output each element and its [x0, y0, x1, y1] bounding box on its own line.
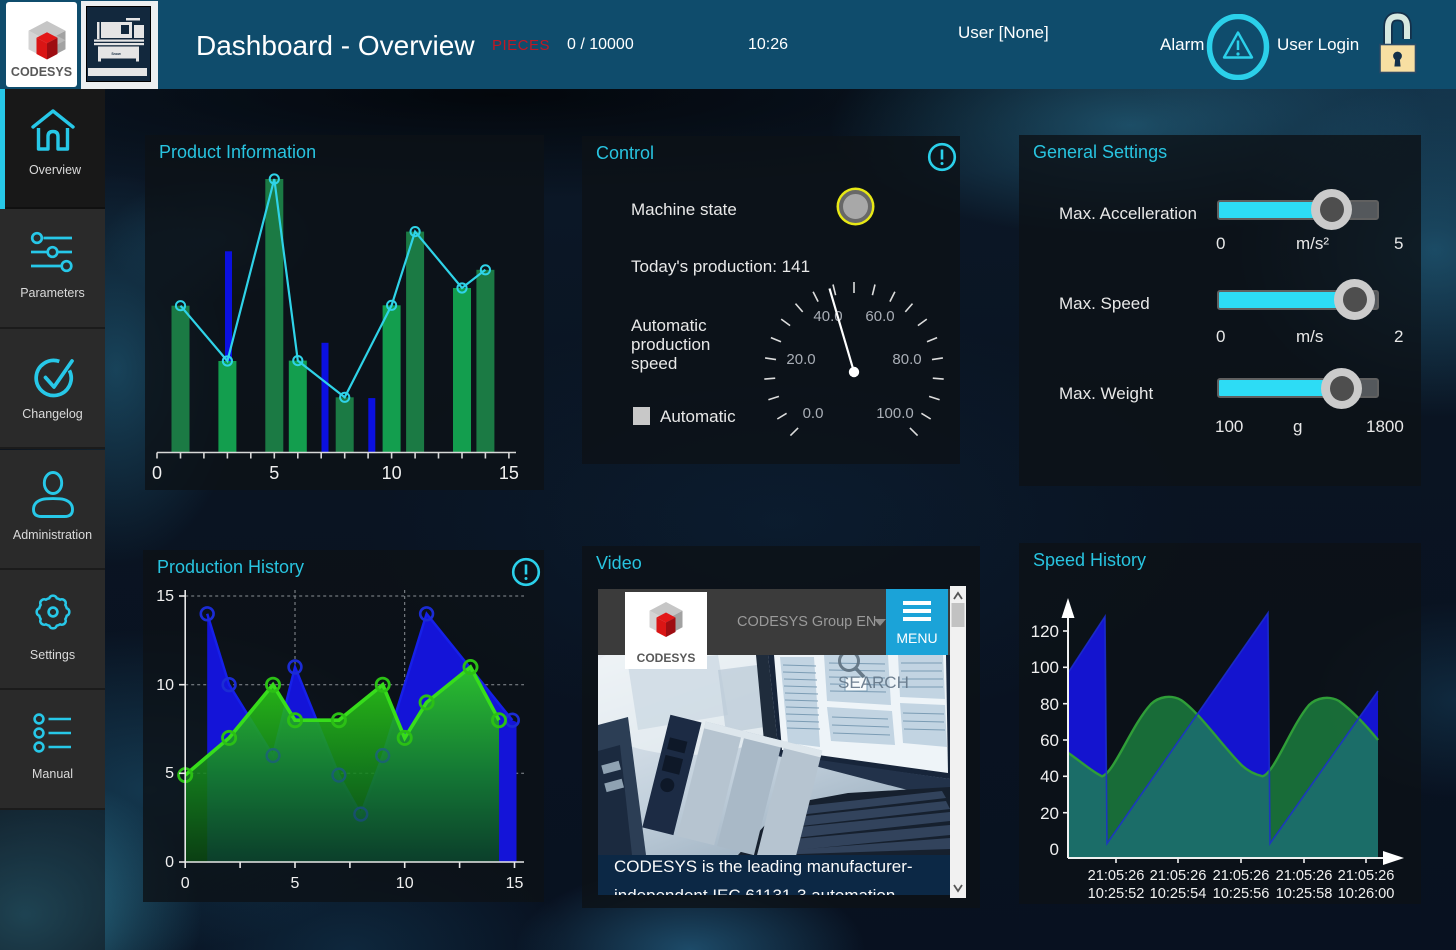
svg-text:21:05:26: 21:05:26: [1338, 868, 1395, 884]
svg-text:40: 40: [1040, 767, 1059, 786]
svg-text:0: 0: [165, 854, 174, 871]
svg-text:21:05:26: 21:05:26: [1088, 868, 1145, 884]
svg-text:5: 5: [269, 463, 279, 483]
svg-text:80: 80: [1040, 695, 1059, 714]
svg-text:21:05:26: 21:05:26: [1150, 868, 1207, 884]
svg-text:60.0: 60.0: [865, 308, 894, 325]
svg-text:CODESYS: CODESYS: [11, 65, 72, 79]
svg-text:SEARCH: SEARCH: [838, 673, 909, 692]
svg-text:21:05:26: 21:05:26: [1213, 868, 1270, 884]
svg-text:0: 0: [181, 875, 190, 892]
svg-text:0: 0: [152, 463, 162, 483]
svg-text:Snow: Snow: [111, 52, 121, 56]
svg-text:15: 15: [506, 875, 524, 892]
svg-text:10: 10: [156, 677, 174, 694]
svg-text:120: 120: [1031, 622, 1059, 641]
svg-text:0.0: 0.0: [803, 405, 824, 422]
svg-text:100: 100: [1031, 658, 1059, 677]
svg-text:15: 15: [156, 588, 174, 605]
svg-text:20.0: 20.0: [786, 351, 815, 368]
svg-text:10:25:56: 10:25:56: [1213, 886, 1270, 902]
svg-text:5: 5: [165, 765, 174, 782]
svg-text:20: 20: [1040, 804, 1059, 823]
svg-text:15: 15: [499, 463, 519, 483]
svg-text:10: 10: [382, 463, 402, 483]
svg-text:80.0: 80.0: [892, 351, 921, 368]
svg-text:10:25:52: 10:25:52: [1088, 886, 1145, 902]
svg-text:5: 5: [291, 875, 300, 892]
svg-text:21:05:26: 21:05:26: [1276, 868, 1333, 884]
svg-text:60: 60: [1040, 731, 1059, 750]
svg-text:10: 10: [396, 875, 414, 892]
svg-text:40.0: 40.0: [813, 308, 842, 325]
svg-text:100.0: 100.0: [876, 405, 914, 422]
svg-text:10:26:00: 10:26:00: [1338, 886, 1395, 902]
svg-text:CODESYS: CODESYS: [637, 651, 696, 665]
svg-text:10:25:58: 10:25:58: [1276, 886, 1333, 902]
svg-text:10:25:54: 10:25:54: [1150, 886, 1207, 902]
svg-text:0: 0: [1050, 840, 1059, 859]
